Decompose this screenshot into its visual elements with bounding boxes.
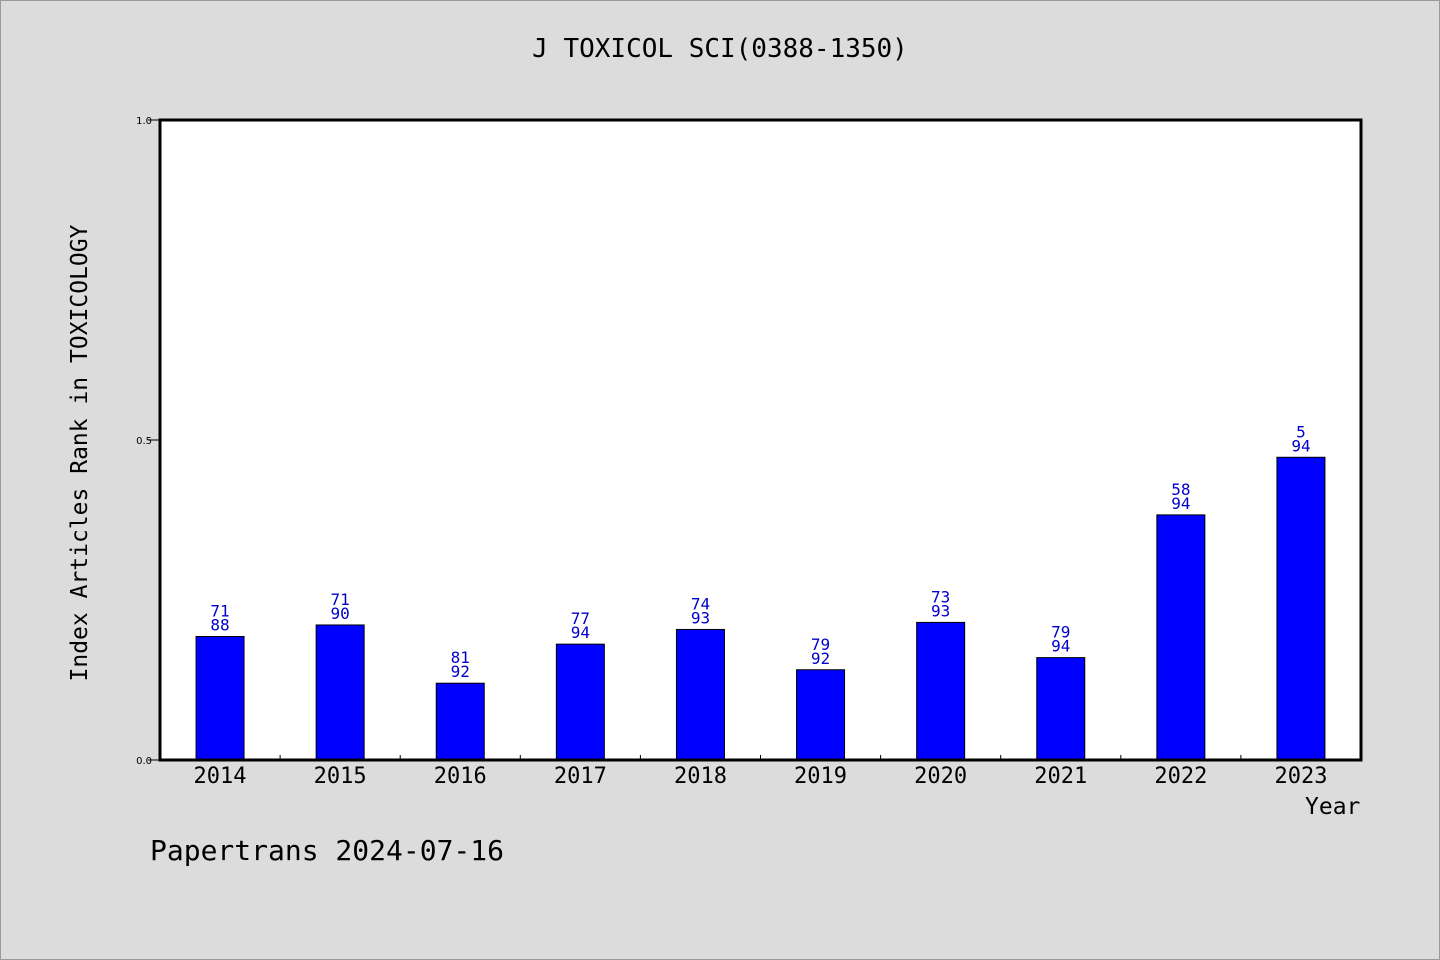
- rank-label-2015: 71: [331, 590, 350, 609]
- bar-2014: [195, 635, 245, 761]
- x-axis-label: Year: [1305, 794, 1361, 820]
- x-tick-label-2014: 2014: [194, 764, 247, 789]
- x-tick-label-2022: 2022: [1154, 764, 1207, 789]
- total-label-2017: 94: [571, 623, 590, 642]
- total-label-2015: 90: [331, 604, 350, 623]
- x-tick-label-2016: 2016: [434, 764, 487, 789]
- x-tick-label-2018: 2018: [674, 764, 727, 789]
- bar-2017: [555, 643, 605, 761]
- x-tick-label-2020: 2020: [914, 764, 967, 789]
- rank-label-2020: 73: [931, 587, 950, 606]
- x-tick-label-2021: 2021: [1034, 764, 1087, 789]
- plot-border: [158, 118, 1363, 762]
- rank-label-2018: 74: [691, 594, 710, 613]
- y-tick-label: 0.0: [136, 756, 152, 767]
- bar-2021: [1036, 657, 1086, 761]
- rank-label-2017: 77: [571, 609, 590, 628]
- total-label-2023: 94: [1291, 436, 1310, 455]
- bar-2020: [916, 621, 966, 761]
- total-label-2022: 94: [1171, 494, 1190, 513]
- rank-label-2019: 79: [811, 635, 830, 654]
- total-label-2019: 92: [811, 649, 830, 668]
- total-label-2016: 92: [451, 662, 470, 681]
- x-tick-label-2023: 2023: [1274, 764, 1327, 789]
- rank-label-2016: 81: [451, 648, 470, 667]
- bar-2016: [435, 682, 485, 761]
- rank-label-2021: 79: [1051, 623, 1070, 642]
- y-tick-label: 0.5: [136, 436, 152, 447]
- total-label-2020: 93: [931, 601, 950, 620]
- chart-title: J TOXICOL SCI(0388-1350): [532, 34, 908, 64]
- total-label-2021: 94: [1051, 637, 1070, 656]
- x-tick-label-2019: 2019: [794, 764, 847, 789]
- bar-2022: [1156, 514, 1206, 761]
- bar-2015: [315, 624, 365, 761]
- x-tick-label-2015: 2015: [314, 764, 367, 789]
- total-label-2018: 93: [691, 608, 710, 627]
- x-tick-label-2017: 2017: [554, 764, 607, 789]
- total-label-2014: 88: [210, 615, 229, 634]
- rank-label-2022: 58: [1171, 480, 1190, 499]
- y-tick-label: 1.0: [136, 116, 152, 127]
- rank-label-2014: 71: [210, 601, 229, 620]
- footer-credit: Papertrans 2024-07-16: [150, 834, 505, 867]
- bar-2023: [1276, 456, 1326, 761]
- bar-2018: [675, 628, 725, 761]
- rank-label-2023: 5: [1296, 422, 1306, 441]
- bar-2019: [796, 669, 846, 761]
